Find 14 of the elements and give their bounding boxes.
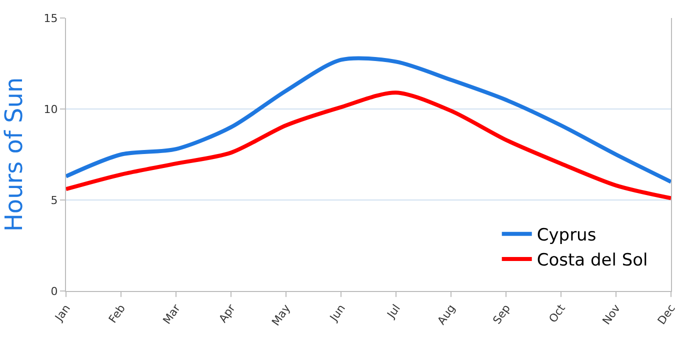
x-tick-label: Sep <box>490 302 513 327</box>
y-tick-label: 15 <box>44 12 58 25</box>
y-axis-title: Hours of Sun <box>0 77 28 232</box>
x-tick-label: Jul <box>384 302 403 322</box>
x-tick-label: Feb <box>106 302 128 326</box>
y-tick-label: 0 <box>50 284 58 298</box>
line-series <box>66 90 671 200</box>
legend-label: Costa del Sol <box>536 250 648 271</box>
x-tick-label: Jan <box>52 302 73 324</box>
x-tick-label: Oct <box>546 302 568 326</box>
legend-label: Cyprus <box>536 226 596 246</box>
y-tick-label: 5 <box>50 194 58 207</box>
y-tick-label: 10 <box>44 102 58 116</box>
x-tick-label: Jun <box>326 302 348 324</box>
